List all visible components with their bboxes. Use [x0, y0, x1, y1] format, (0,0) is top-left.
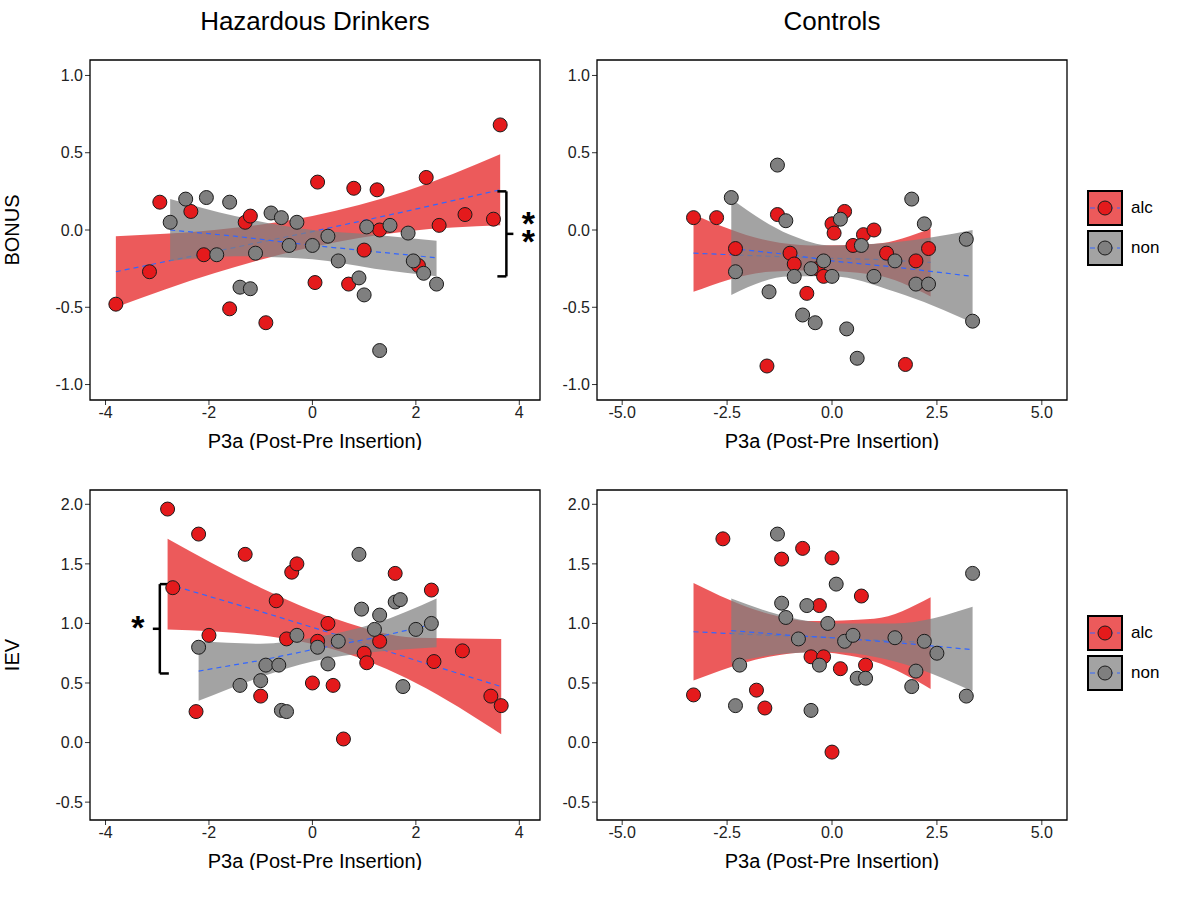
svg-text:4: 4 [515, 824, 524, 841]
svg-text:P3a (Post-Pre Insertion): P3a (Post-Pre Insertion) [208, 430, 423, 450]
html-text:alc: alc [1131, 623, 1153, 642]
svg-text:0.0: 0.0 [821, 824, 843, 841]
svg-text:0.5: 0.5 [568, 675, 590, 692]
svg-text:2.5: 2.5 [926, 404, 948, 421]
svg-text:0.0: 0.0 [61, 222, 83, 239]
svg-text:-1.0: -1.0 [562, 376, 590, 393]
svg-text:2: 2 [411, 824, 420, 841]
svg-text:-0.5: -0.5 [55, 299, 83, 316]
svg-text:4: 4 [515, 404, 524, 421]
svg-text:IEV: IEV [8, 638, 23, 671]
svg-text:1.0: 1.0 [61, 67, 83, 84]
svg-text:-2.5: -2.5 [713, 404, 741, 421]
svg-text:0.0: 0.0 [568, 734, 590, 751]
html-text:alc: alc [1131, 198, 1153, 217]
svg-text:1.0: 1.0 [61, 615, 83, 632]
svg-text:0.0: 0.0 [821, 404, 843, 421]
svg-text:-1.0: -1.0 [55, 376, 83, 393]
svg-text:0: 0 [308, 824, 317, 841]
svg-text:P3a (Post-Pre Insertion): P3a (Post-Pre Insertion) [725, 430, 940, 450]
svg-text:0.0: 0.0 [61, 734, 83, 751]
svg-text:-0.5: -0.5 [562, 299, 590, 316]
svg-text:0: 0 [308, 404, 317, 421]
svg-text:0.5: 0.5 [61, 144, 83, 161]
svg-text:BONUS: BONUS [8, 194, 23, 265]
svg-text:P3a (Post-Pre Insertion): P3a (Post-Pre Insertion) [725, 850, 940, 870]
svg-text:**: ** [522, 204, 536, 260]
svg-text:-5.0: -5.0 [608, 824, 636, 841]
svg-text:2.0: 2.0 [61, 496, 83, 513]
svg-text:-2: -2 [202, 824, 216, 841]
svg-text:-0.5: -0.5 [55, 794, 83, 811]
svg-text:-5.0: -5.0 [608, 404, 636, 421]
svg-text:0.0: 0.0 [568, 222, 590, 239]
html-text:non: non [1131, 663, 1160, 682]
svg-text:5.0: 5.0 [1031, 404, 1053, 421]
svg-text:-2: -2 [202, 404, 216, 421]
svg-text:5.0: 5.0 [1031, 824, 1053, 841]
svg-text:1.5: 1.5 [61, 556, 83, 573]
svg-text:-2.5: -2.5 [713, 824, 741, 841]
svg-text:2: 2 [411, 404, 420, 421]
html-text:Hazardous Drinkers: Hazardous Drinkers [200, 6, 430, 36]
svg-text:0.5: 0.5 [61, 675, 83, 692]
svg-text:1.0: 1.0 [568, 615, 590, 632]
svg-text:1.0: 1.0 [568, 67, 590, 84]
svg-text:P3a (Post-Pre Insertion): P3a (Post-Pre Insertion) [208, 850, 423, 870]
html-text:non: non [1131, 238, 1160, 257]
svg-text:*: * [131, 608, 145, 646]
svg-text:2.0: 2.0 [568, 496, 590, 513]
svg-text:-0.5: -0.5 [562, 794, 590, 811]
svg-text:0.5: 0.5 [568, 144, 590, 161]
svg-text:-4: -4 [98, 824, 112, 841]
html-text:Controls: Controls [783, 6, 881, 36]
svg-text:1.5: 1.5 [568, 556, 590, 573]
svg-text:2.5: 2.5 [926, 824, 948, 841]
svg-text:-4: -4 [98, 404, 112, 421]
